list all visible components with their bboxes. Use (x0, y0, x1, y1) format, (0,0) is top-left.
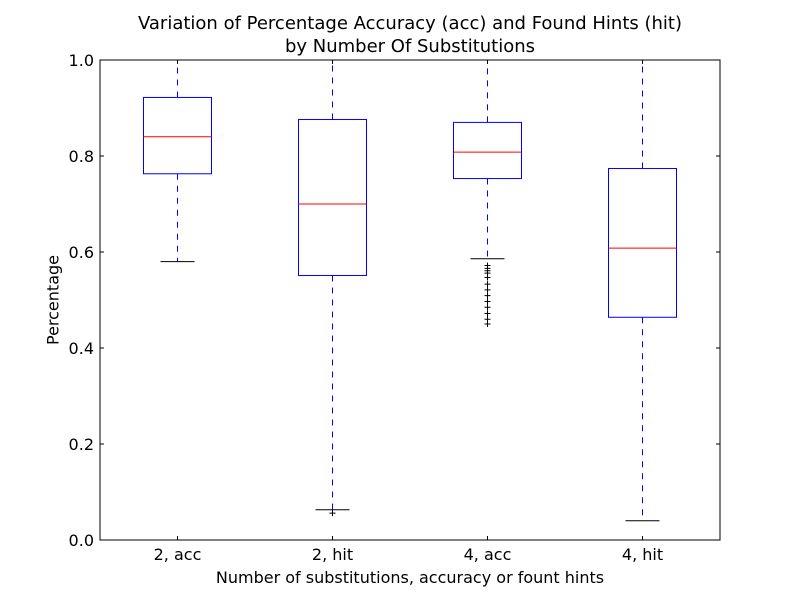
outlier-point (484, 298, 491, 305)
x-tick-label: 2, acc (154, 545, 202, 564)
y-tick-label: 0.0 (69, 531, 94, 550)
chart-title: Variation of Percentage Accuracy (acc) a… (137, 13, 682, 34)
x-tick-label: 4, acc (464, 545, 512, 564)
outlier-point (484, 286, 491, 293)
chart-title-line-2: by Number Of Substitutions (284, 36, 536, 57)
plot-frame (99, 59, 721, 541)
outlier-point (484, 274, 491, 281)
y-axis: 0.0 0.2 0.4 0.6 0.8 1.0 (69, 51, 720, 550)
outlier-point (484, 304, 491, 311)
box-1 (143, 59, 212, 263)
iqr-box (453, 121, 522, 180)
iqr-box (608, 167, 677, 318)
x-axis: 2, acc 2, hit 4, acc 4, hit (154, 60, 663, 564)
x-tick-label: 2, hit (312, 545, 353, 564)
box-3 (453, 59, 522, 327)
y-axis-label: Percentage (43, 254, 63, 346)
box-plot-boxes (143, 59, 677, 522)
outlier-point (484, 321, 491, 327)
y-tick-label: 0.4 (69, 339, 94, 358)
box-2 (298, 59, 367, 517)
x-axis-label: Number of substitutions, accuracy or fou… (215, 568, 605, 587)
outlier-point (329, 510, 336, 517)
iqr-box (298, 119, 367, 277)
y-tick-label: 1.0 (69, 51, 94, 70)
outlier-point (484, 310, 491, 317)
x-tick-label: 4, hit (622, 545, 663, 564)
iqr-box (143, 96, 212, 175)
outlier-point (484, 292, 491, 299)
y-tick-label: 0.8 (69, 147, 94, 166)
outlier-point (484, 281, 491, 288)
y-tick-label: 0.2 (69, 435, 94, 454)
y-tick-label: 0.6 (69, 243, 94, 262)
box-4 (608, 59, 677, 522)
